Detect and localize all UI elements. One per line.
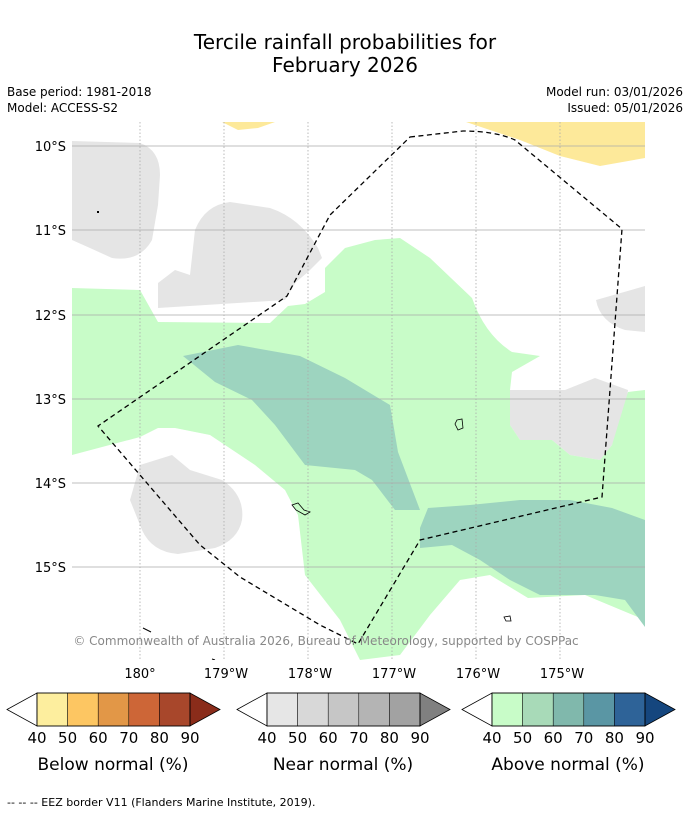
colorbar-tick: 60	[544, 729, 563, 747]
island-outline	[454, 418, 464, 431]
colorbar-high-triangle	[644, 692, 676, 727]
colorbar-tick: 80	[380, 729, 399, 747]
lon-label: 175°W	[540, 667, 584, 682]
colorbar-segment	[97, 692, 130, 727]
below-normal-40-50-region	[466, 122, 645, 166]
lat-label: 14°S	[35, 477, 66, 492]
issued-date: Issued: 05/01/2026	[567, 101, 683, 115]
model-name: Model: ACCESS-S2	[7, 101, 119, 115]
near-normal-region	[130, 455, 243, 554]
colorbar-tick: 70	[119, 729, 138, 747]
colorbar-segment	[128, 692, 160, 727]
lat-label: 13°S	[35, 393, 66, 408]
near-normal-region	[510, 378, 628, 460]
colorbar-tick: 90	[410, 729, 429, 747]
colorbar-low-triangle	[6, 692, 38, 727]
lat-label: 12°S	[35, 309, 66, 324]
lon-label: 180°	[124, 667, 155, 682]
near-normal-region	[596, 286, 645, 332]
colorbar-tick: 90	[180, 729, 199, 747]
island-outline	[211, 658, 216, 660]
colorbar-segment	[614, 692, 646, 727]
island-outline	[503, 615, 512, 622]
colorbar-tick: 40	[482, 729, 501, 747]
colorbar-segment	[389, 692, 421, 727]
colorbar-high-triangle	[189, 692, 221, 727]
near-normal-region	[72, 141, 160, 259]
colorbar-tick: 50	[513, 729, 532, 747]
lon-label: 177°W	[372, 667, 416, 682]
model-run-date: Model run: 03/01/2026	[545, 85, 683, 99]
colorbar-segment	[297, 692, 329, 727]
near-normal-colorbar: 40 50 60 70 80 90 Near normal (%)	[236, 692, 451, 775]
colorbar-segment	[327, 692, 360, 727]
map-attribution: © Commonwealth of Australia 2026, Bureau…	[73, 634, 578, 648]
latitude-labels: 10°S 11°S 12°S 13°S 14°S 15°S	[35, 140, 66, 576]
lat-label: 10°S	[35, 140, 66, 155]
colorbar-segment	[266, 692, 298, 727]
colorbar-segment	[159, 692, 191, 727]
colorbar-tick: 80	[605, 729, 624, 747]
colorbar-segment	[358, 692, 390, 727]
colorbar-tick: 90	[635, 729, 654, 747]
island-dot	[97, 211, 99, 213]
colorbar-tick: 40	[27, 729, 46, 747]
lon-label: 179°W	[204, 667, 248, 682]
colorbar-segment	[67, 692, 99, 727]
lat-label: 15°S	[35, 561, 66, 576]
colorbar-tick: 70	[574, 729, 593, 747]
graticule	[72, 145, 645, 568]
colorbar-segment	[522, 692, 554, 727]
colorbar-segment	[552, 692, 585, 727]
below-normal-colorbar: 40 50 60 70 80 90 Below normal (%)	[6, 692, 221, 775]
colorbar-segment	[36, 692, 68, 727]
colorbar-label: Near normal (%)	[273, 755, 413, 775]
eez-border	[97, 130, 623, 645]
colorbar-low-triangle	[461, 692, 493, 727]
map-title-line-2: February 2026	[272, 53, 418, 77]
longitude-labels: 180° 179°W 178°W 177°W 176°W 175°W	[124, 667, 584, 682]
colorbar-low-triangle	[236, 692, 268, 727]
island-outline	[291, 502, 311, 516]
below-normal-40-50-region	[222, 122, 275, 130]
colorbar-tick: 60	[319, 729, 338, 747]
colorbar-label: Above normal (%)	[491, 755, 644, 775]
lat-label: 11°S	[35, 224, 66, 239]
colorbar-tick: 50	[288, 729, 307, 747]
colorbar-tick: 50	[58, 729, 77, 747]
colorbar-tick: 70	[349, 729, 368, 747]
colorbar-high-triangle	[419, 692, 451, 727]
colorbar-segment	[583, 692, 615, 727]
near-normal-region	[158, 202, 322, 308]
colorbar-tick: 80	[150, 729, 169, 747]
rainfall-map: © Commonwealth of Australia 2026, Bureau…	[35, 122, 645, 682]
colorbar-label: Below normal (%)	[38, 755, 189, 775]
island-outline	[142, 627, 152, 633]
lon-label: 176°W	[456, 667, 500, 682]
colorbar-tick: 60	[89, 729, 108, 747]
map-title-line-1: Tercile rainfall probabilities for	[193, 30, 497, 54]
base-period: Base period: 1981-2018	[7, 85, 152, 99]
lon-label: 178°W	[288, 667, 332, 682]
colorbar-segment	[491, 692, 523, 727]
above-normal-50-60-region	[183, 345, 420, 510]
graticule	[139, 122, 561, 660]
colorbar-tick: 40	[257, 729, 276, 747]
eez-legend-note: -- -- -- EEZ border V11 (Flanders Marine…	[7, 796, 316, 809]
above-normal-colorbar: 40 50 60 70 80 90 Above normal (%)	[461, 692, 676, 775]
